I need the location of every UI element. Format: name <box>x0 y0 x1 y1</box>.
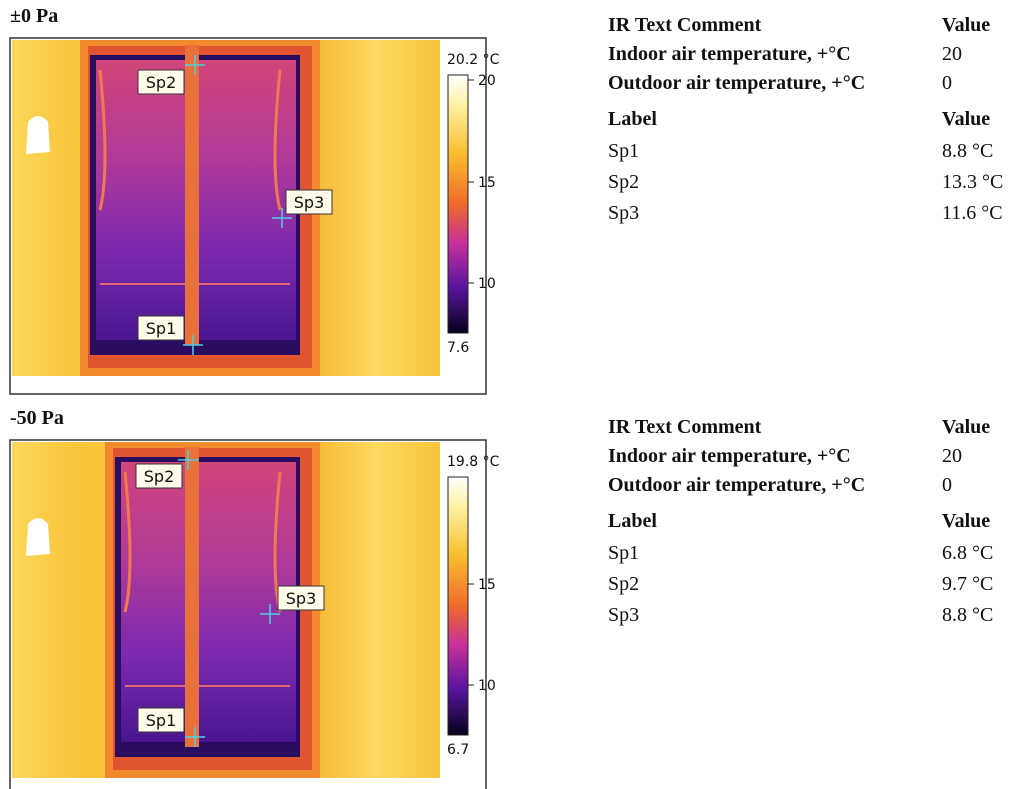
table-cell: Sp1 <box>608 140 639 162</box>
scale-tick-label: 15 <box>478 577 496 593</box>
table-cell: Sp2 <box>608 573 639 595</box>
table-cell: 11.6 °C <box>942 202 1003 224</box>
table-cell: Outdoor air temperature, +°C <box>608 72 865 94</box>
table-cell: Value <box>942 416 990 438</box>
table-cell: Sp1 <box>608 542 639 564</box>
table-cell: 0 <box>942 474 952 496</box>
table-cell: Indoor air temperature, +°C <box>608 445 851 467</box>
scale-tick-label: 20 <box>478 73 496 89</box>
table-cell: 8.8 °C <box>942 604 993 626</box>
table-cell: 13.3 °C <box>942 171 1003 193</box>
panel-title: -50 Pa <box>10 407 64 429</box>
panel: -50 Pa 19.8 °C 6.7 15 10 Sp1 Sp2 Sp3 IR Text Com… <box>10 407 993 789</box>
table-cell: Sp3 <box>608 604 639 626</box>
thermal-image <box>12 40 440 376</box>
spot-label: Sp2 <box>144 467 175 486</box>
spot-label: Sp1 <box>146 711 177 730</box>
table-cell: Value <box>942 14 990 36</box>
table-cell: 8.8 °C <box>942 140 993 162</box>
scale-tick-label: 10 <box>478 678 496 694</box>
spot-label: Sp2 <box>146 73 177 92</box>
table-cell: Value <box>942 510 990 532</box>
thermal-image <box>12 442 440 778</box>
white-spot <box>26 116 50 154</box>
table-cell: IR Text Comment <box>608 416 762 438</box>
spot-label: Sp1 <box>146 319 177 338</box>
table-cell: 20 <box>942 445 962 467</box>
scale-min: 7.6 <box>447 340 469 356</box>
table-cell: 0 <box>942 72 952 94</box>
colorbar <box>448 477 468 735</box>
colorbar <box>448 75 468 333</box>
scale-min: 6.7 <box>447 742 469 758</box>
table-cell: IR Text Comment <box>608 14 762 36</box>
table-cell: Label <box>608 510 657 532</box>
table-cell: Label <box>608 108 657 130</box>
table-cell: Indoor air temperature, +°C <box>608 43 851 65</box>
table-cell: Outdoor air temperature, +°C <box>608 474 865 496</box>
mullion <box>185 447 199 747</box>
window <box>121 462 296 742</box>
page: ±0 Pa 20.2 °C 7.6 20 15 10 Sp1 Sp2 Sp3 IR Text Co… <box>0 0 1027 789</box>
table-cell: Sp3 <box>608 202 639 224</box>
panel-title: ±0 Pa <box>10 5 58 27</box>
table-cell: Sp2 <box>608 171 639 193</box>
scale-tick-label: 15 <box>478 175 496 191</box>
mullion <box>185 45 199 345</box>
table-cell: Value <box>942 108 990 130</box>
white-spot <box>26 518 50 556</box>
scale-max: 20.2 °C <box>447 52 500 68</box>
panel: ±0 Pa 20.2 °C 7.6 20 15 10 Sp1 Sp2 Sp3 IR Text Co… <box>10 5 1003 394</box>
table-cell: 9.7 °C <box>942 573 993 595</box>
scale-tick-label: 10 <box>478 276 496 292</box>
table-cell: 6.8 °C <box>942 542 993 564</box>
spot-label: Sp3 <box>286 589 317 608</box>
spot-label: Sp3 <box>294 193 325 212</box>
scale-max: 19.8 °C <box>447 454 500 470</box>
table-cell: 20 <box>942 43 962 65</box>
